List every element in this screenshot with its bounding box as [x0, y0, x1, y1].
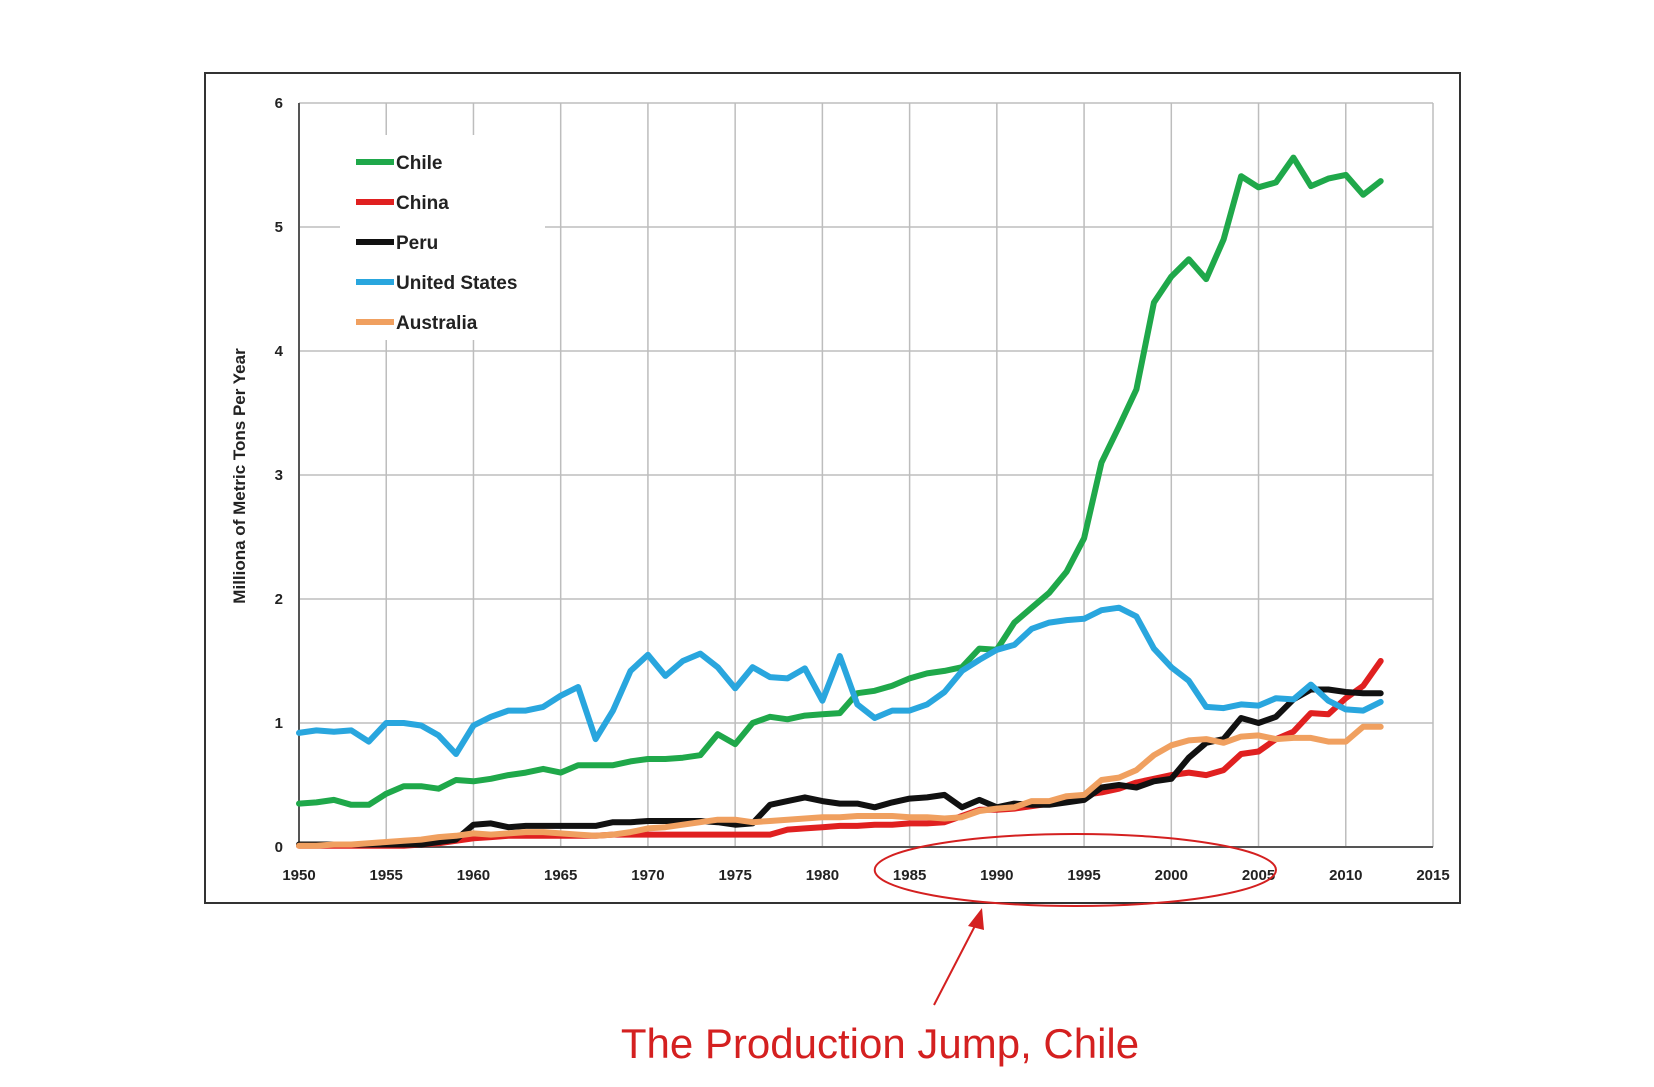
- y-tick-label: 5: [275, 219, 283, 236]
- series-line-chile: [296, 154, 1384, 808]
- y-tick-label: 0: [275, 839, 283, 856]
- x-tick-label: 1950: [282, 867, 315, 884]
- y-axis-label: Milliona of Metric Tons Per Year: [230, 348, 249, 604]
- x-tick-label: 1990: [980, 867, 1013, 884]
- legend-label: Australia: [396, 313, 478, 334]
- legend-label: Chile: [396, 153, 442, 174]
- series-line-australia: [296, 723, 1384, 849]
- annotation-ellipse: [873, 833, 1277, 907]
- legend-label: Peru: [396, 233, 438, 254]
- x-tick-label: 2010: [1329, 867, 1362, 884]
- x-tick-label: 2000: [1155, 867, 1188, 884]
- y-tick-label: 6: [275, 95, 283, 112]
- series-line-united-states: [296, 604, 1384, 757]
- x-tick-label: 1995: [1067, 867, 1100, 884]
- x-tick-label: 1980: [806, 867, 839, 884]
- legend-box: [340, 135, 545, 340]
- x-tick-label: 1965: [544, 867, 577, 884]
- legend-label: China: [396, 193, 449, 214]
- x-tick-label: 2005: [1242, 867, 1275, 884]
- x-tick-label: 1975: [718, 867, 751, 884]
- x-tick-label: 1960: [457, 867, 490, 884]
- legend: Chile China Peru United States Australia: [340, 135, 545, 340]
- series-line-peru: [296, 686, 1384, 848]
- annotation-arrow-line: [933, 919, 979, 1006]
- y-tick-label: 1: [275, 715, 283, 732]
- x-tick-label: 1985: [893, 867, 926, 884]
- x-tick-label: 2015: [1416, 867, 1449, 884]
- series-line-china: [296, 658, 1384, 849]
- y-tick-label: 3: [275, 467, 283, 484]
- annotation-arrow-head: [968, 908, 984, 930]
- y-tick-label: 4: [275, 343, 284, 360]
- series-lines: [296, 154, 1384, 849]
- annotation: The Production Jump, Chile: [621, 833, 1277, 1067]
- x-tick-label: 1955: [370, 867, 403, 884]
- legend-label: United States: [396, 273, 517, 294]
- y-tick-label: 2: [275, 591, 283, 608]
- annotation-text: The Production Jump, Chile: [621, 1020, 1139, 1067]
- axes: 1950 1955 1960 1965 1970 1975 1980 1985 1990 1995…: [275, 95, 1450, 884]
- x-tick-label: 1970: [631, 867, 664, 884]
